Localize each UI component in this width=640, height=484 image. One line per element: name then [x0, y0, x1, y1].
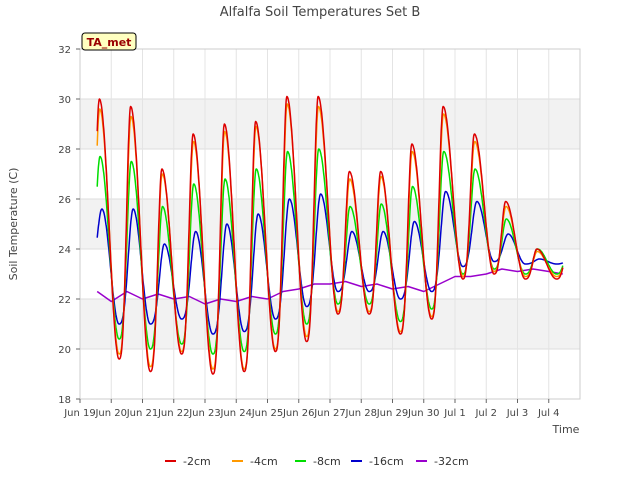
- x-tick-label: Jul 2: [474, 408, 497, 419]
- series-line-2cm: [96, 95, 564, 375]
- x-tick-label: Jun 22: [157, 408, 190, 419]
- legend-item: -4cm: [232, 455, 278, 468]
- x-tick-label: Jul 4: [537, 408, 560, 419]
- x-tick-label: Jul 3: [506, 408, 529, 419]
- legend-item: -2cm: [165, 455, 211, 468]
- x-tick-label: Jun 23: [188, 408, 221, 419]
- x-tick-label: Jun 26: [282, 408, 315, 419]
- legend-label: -4cm: [250, 455, 278, 468]
- x-tick-label: Jun 19: [63, 408, 96, 419]
- legend-item: -8cm: [295, 455, 341, 468]
- x-tick-label: Jun 28: [344, 408, 377, 419]
- x-axis: Jun 19 Jun 20 Jun 21 Jun 22 Jun 23 Jun 24 Jun …: [63, 399, 560, 419]
- legend-label: -8cm: [313, 455, 341, 468]
- x-tick-label: Jun 29: [376, 408, 409, 419]
- legend-label: -2cm: [183, 455, 211, 468]
- annotation-box: [81, 32, 137, 51]
- legend: -2cm -4cm -8cm -16cm -32cm: [165, 455, 469, 468]
- x-tick-label: Jun 24: [219, 408, 252, 419]
- y-tick-label: 18: [58, 395, 71, 406]
- x-tick-label: Jun 30: [407, 408, 440, 419]
- chart-title: Alfalfa Soil Temperatures Set B: [220, 5, 421, 20]
- y-tick-label: 26: [58, 195, 71, 206]
- series-lines: [96, 95, 564, 375]
- x-tick-label: Jul 1: [443, 408, 466, 419]
- y-tick-label: 22: [58, 295, 71, 306]
- legend-item: -32cm: [416, 455, 469, 468]
- x-tick-label: Jun 25: [251, 408, 284, 419]
- ta-met-annotation: TA_met: [81, 32, 137, 51]
- x-tick-label: Jun 27: [313, 408, 346, 419]
- x-tick-label: Jun 21: [126, 408, 159, 419]
- legend-item: -16cm: [351, 455, 404, 468]
- legend-label: -32cm: [434, 455, 469, 468]
- annotation-text: TA_met: [87, 36, 132, 49]
- y-tick-label: 32: [58, 45, 71, 56]
- legend-label: -16cm: [369, 455, 404, 468]
- y-tick-label: 28: [58, 145, 71, 156]
- y-axis-label: Soil Temperature (C): [7, 168, 20, 281]
- y-tick-label: 20: [58, 345, 71, 356]
- y-axis: 18 20 22 24 26 28 30 32: [58, 45, 80, 406]
- x-tick-label: Jun 20: [94, 408, 127, 419]
- x-axis-label: Time: [552, 423, 580, 436]
- y-tick-label: 24: [58, 245, 71, 256]
- y-tick-label: 30: [58, 95, 71, 106]
